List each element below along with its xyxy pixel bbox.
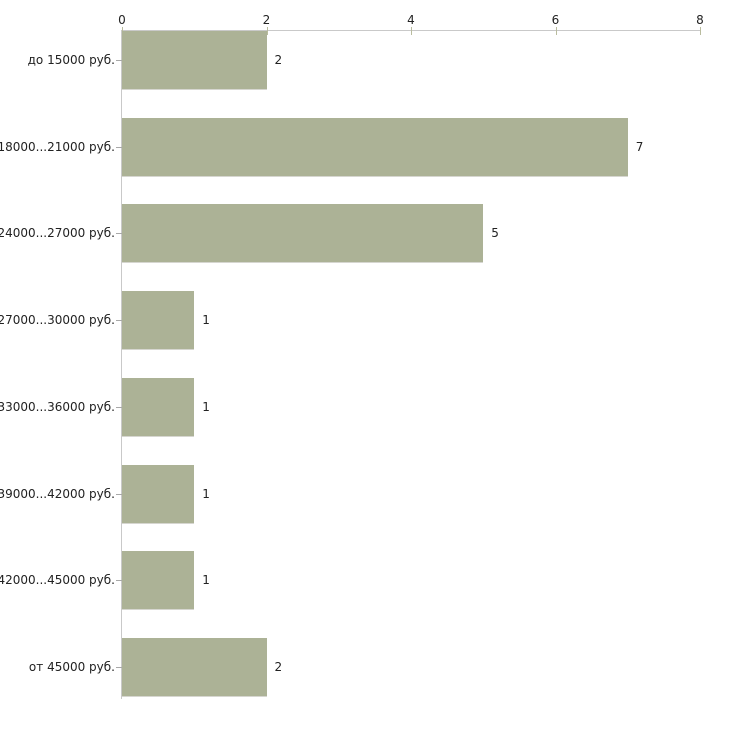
category-label: 27000...30000 руб. [0, 313, 115, 328]
category-tick-mark [116, 233, 122, 234]
category-label: 42000...45000 руб. [0, 573, 115, 588]
category-tick-mark [116, 320, 122, 321]
bar [122, 551, 195, 611]
category-label: 18000...21000 руб. [0, 139, 115, 154]
bar-value-label: 1 [202, 573, 210, 588]
category-tick-mark [116, 407, 122, 408]
category-label: от 45000 руб. [28, 659, 115, 674]
bar-value-label: 2 [274, 659, 283, 674]
x-axis-tick-mark [700, 27, 701, 35]
bar [122, 377, 195, 437]
category-label: 39000...42000 руб. [0, 486, 115, 501]
bar [122, 204, 484, 264]
category-label: 33000...36000 руб. [0, 399, 115, 414]
category-tick-mark [116, 580, 122, 581]
y-axis-line [121, 30, 122, 699]
x-axis-tick-mark [266, 27, 268, 35]
category-tick-mark [116, 147, 122, 148]
bar [122, 637, 267, 697]
category-label: 24000...27000 руб. [0, 226, 115, 241]
bar [122, 291, 195, 351]
x-axis-tick-label: 0 [118, 13, 126, 27]
category-label: до 15000 руб. [27, 53, 115, 67]
x-axis-tick-mark [555, 27, 557, 35]
x-axis-tick-mark [411, 27, 412, 35]
bar [122, 464, 195, 524]
bar-value-label: 7 [635, 139, 644, 154]
category-tick-mark [116, 60, 122, 61]
bar-value-label: 5 [491, 226, 499, 241]
x-axis-tick-label: 6 [551, 13, 560, 27]
x-axis-tick-label: 2 [262, 13, 271, 27]
x-axis-line [121, 30, 700, 31]
category-tick-mark [116, 667, 122, 668]
bar-value-label: 1 [202, 313, 210, 328]
bar-value-label: 2 [274, 53, 283, 67]
x-axis-tick-label: 4 [407, 13, 415, 27]
bar-value-label: 1 [202, 486, 210, 501]
bar [122, 117, 628, 177]
bar-value-label: 1 [202, 399, 210, 414]
bar [122, 31, 267, 90]
category-tick-mark [116, 494, 122, 495]
x-axis-tick-label: 8 [696, 13, 704, 27]
